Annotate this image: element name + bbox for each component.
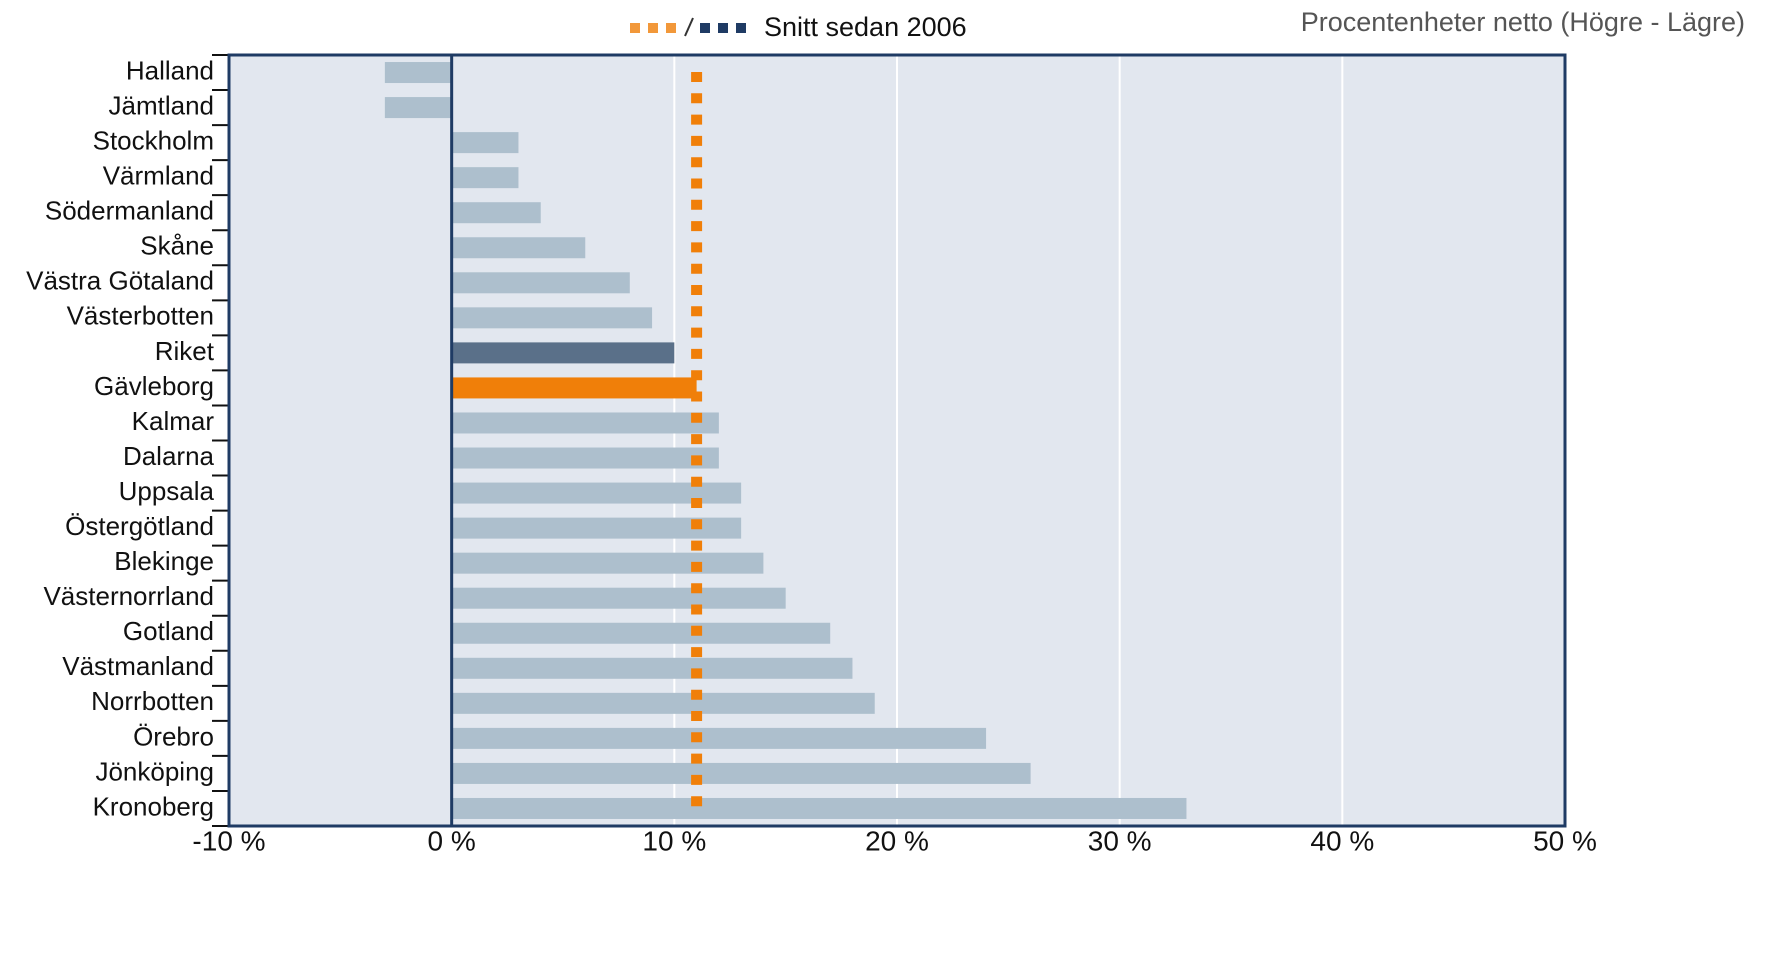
y-tick-label: Halland (126, 55, 214, 85)
y-tick-label: Skåne (140, 231, 214, 261)
y-tick-label: Blekinge (114, 546, 214, 576)
bar (451, 202, 541, 224)
legend-separator (684, 17, 694, 37)
bar (451, 587, 786, 609)
bar (451, 237, 586, 259)
legend-label: Snitt sedan 2006 (764, 12, 967, 42)
bar (451, 762, 1031, 784)
y-tick-label: Dalarna (123, 441, 215, 471)
y-tick-label: Västernorrland (43, 581, 214, 611)
y-tick-label: Västmanland (62, 651, 214, 681)
bar (451, 272, 630, 294)
bar (451, 482, 742, 504)
y-tick-label: Värmland (103, 161, 214, 191)
y-tick-label: Kronoberg (93, 791, 214, 821)
y-tick-label: Västerbotten (67, 301, 214, 331)
bar (451, 342, 675, 364)
x-tick-label: 0 % (428, 825, 476, 856)
bar (451, 412, 719, 434)
bar (384, 62, 452, 84)
bar (451, 657, 853, 679)
y-tick-label: Uppsala (119, 476, 215, 506)
bar (451, 517, 742, 539)
x-tick-label: 20 % (865, 825, 929, 856)
x-tick-label: -10 % (192, 825, 265, 856)
bar (451, 307, 653, 329)
x-tick-label: 30 % (1088, 825, 1152, 856)
bar (451, 447, 719, 469)
y-tick-label: Riket (155, 336, 215, 366)
y-tick-label: Norrbotten (91, 686, 214, 716)
bar (451, 132, 519, 154)
bar (451, 727, 987, 749)
bar (451, 797, 1187, 819)
y-tick-label: Kalmar (132, 406, 215, 436)
bar (451, 622, 831, 644)
bar (451, 692, 875, 714)
y-tick-label: Gävleborg (94, 371, 214, 401)
y-tick-label: Jönköping (95, 756, 214, 786)
y-tick-label: Gotland (123, 616, 214, 646)
y-tick-label: Stockholm (93, 125, 214, 155)
x-tick-label: 10 % (642, 825, 706, 856)
y-tick-label: Östergötland (65, 511, 214, 541)
y-tick-label: Södermanland (45, 196, 214, 226)
bar (384, 97, 452, 119)
bar (451, 552, 764, 574)
plot-border (227, 53, 1567, 828)
x-tick-label: 50 % (1533, 825, 1597, 856)
bar (451, 377, 697, 399)
chart-subtitle: Procentenheter netto (Högre - Lägre) (1301, 7, 1745, 37)
y-tick-label: Örebro (133, 721, 214, 751)
y-tick-label: Västra Götaland (26, 266, 214, 296)
y-tick-label: Jämtland (109, 90, 215, 120)
bar (451, 167, 519, 189)
x-tick-label: 40 % (1310, 825, 1374, 856)
